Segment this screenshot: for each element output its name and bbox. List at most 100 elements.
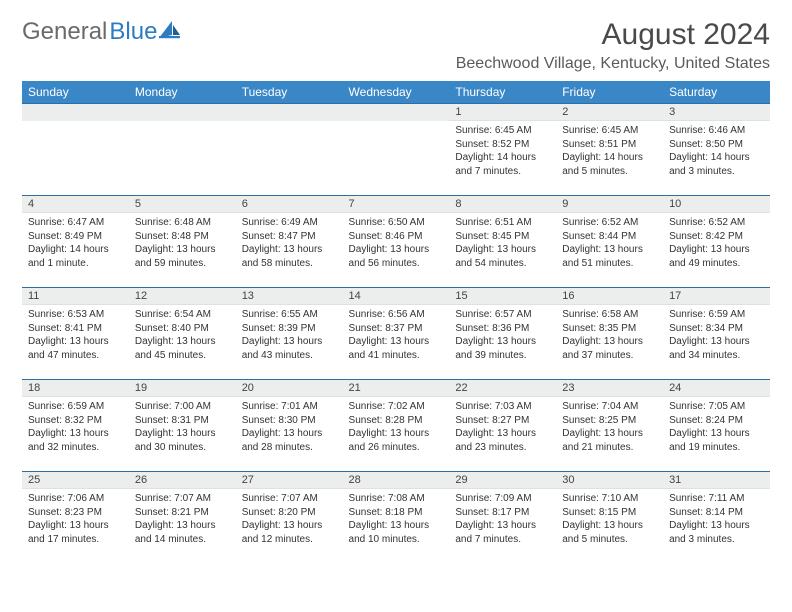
day-details: Sunrise: 6:57 AMSunset: 8:36 PMDaylight:… [449, 305, 556, 366]
day-details: Sunrise: 7:05 AMSunset: 8:24 PMDaylight:… [663, 397, 770, 458]
day-details: Sunrise: 7:01 AMSunset: 8:30 PMDaylight:… [236, 397, 343, 458]
sunset-text: Sunset: 8:30 PM [242, 414, 337, 428]
sunrise-text: Sunrise: 6:46 AM [669, 124, 764, 138]
logo-sail-icon [159, 21, 181, 39]
day-details: Sunrise: 7:00 AMSunset: 8:31 PMDaylight:… [129, 397, 236, 458]
sunrise-text: Sunrise: 7:07 AM [135, 492, 230, 506]
sunrise-text: Sunrise: 7:04 AM [562, 400, 657, 414]
day-details: Sunrise: 6:52 AMSunset: 8:42 PMDaylight:… [663, 213, 770, 274]
empty-daynum-bar [343, 104, 450, 121]
day-details: Sunrise: 6:50 AMSunset: 8:46 PMDaylight:… [343, 213, 450, 274]
sunset-text: Sunset: 8:52 PM [455, 138, 550, 152]
sunrise-text: Sunrise: 6:59 AM [28, 400, 123, 414]
calendar-day-cell: 26Sunrise: 7:07 AMSunset: 8:21 PMDayligh… [129, 472, 236, 564]
sunset-text: Sunset: 8:35 PM [562, 322, 657, 336]
day-details: Sunrise: 6:53 AMSunset: 8:41 PMDaylight:… [22, 305, 129, 366]
sunset-text: Sunset: 8:17 PM [455, 506, 550, 520]
sunset-text: Sunset: 8:41 PM [28, 322, 123, 336]
day-details: Sunrise: 6:51 AMSunset: 8:45 PMDaylight:… [449, 213, 556, 274]
sunrise-text: Sunrise: 7:09 AM [455, 492, 550, 506]
weekday-header: Monday [129, 81, 236, 104]
daylight-text: Daylight: 13 hours and 49 minutes. [669, 243, 764, 270]
calendar-day-cell: 8Sunrise: 6:51 AMSunset: 8:45 PMDaylight… [449, 196, 556, 288]
day-number: 2 [556, 104, 663, 121]
sunrise-text: Sunrise: 7:06 AM [28, 492, 123, 506]
daylight-text: Daylight: 13 hours and 58 minutes. [242, 243, 337, 270]
weekday-header: Wednesday [343, 81, 450, 104]
calendar-day-cell: 31Sunrise: 7:11 AMSunset: 8:14 PMDayligh… [663, 472, 770, 564]
calendar-day-cell: 30Sunrise: 7:10 AMSunset: 8:15 PMDayligh… [556, 472, 663, 564]
calendar-day-cell: 29Sunrise: 7:09 AMSunset: 8:17 PMDayligh… [449, 472, 556, 564]
day-details: Sunrise: 6:52 AMSunset: 8:44 PMDaylight:… [556, 213, 663, 274]
sunset-text: Sunset: 8:42 PM [669, 230, 764, 244]
day-number: 5 [129, 196, 236, 213]
location: Beechwood Village, Kentucky, United Stat… [456, 55, 770, 73]
day-details: Sunrise: 6:56 AMSunset: 8:37 PMDaylight:… [343, 305, 450, 366]
day-number: 23 [556, 380, 663, 397]
day-number: 4 [22, 196, 129, 213]
day-details: Sunrise: 6:59 AMSunset: 8:32 PMDaylight:… [22, 397, 129, 458]
daylight-text: Daylight: 13 hours and 45 minutes. [135, 335, 230, 362]
sunset-text: Sunset: 8:14 PM [669, 506, 764, 520]
header: GeneralBlue August 2024 Beechwood Villag… [22, 18, 770, 79]
sunset-text: Sunset: 8:31 PM [135, 414, 230, 428]
calendar-week-row: 11Sunrise: 6:53 AMSunset: 8:41 PMDayligh… [22, 288, 770, 380]
calendar-day-cell [236, 104, 343, 196]
calendar-week-row: 1Sunrise: 6:45 AMSunset: 8:52 PMDaylight… [22, 104, 770, 196]
calendar-day-cell: 27Sunrise: 7:07 AMSunset: 8:20 PMDayligh… [236, 472, 343, 564]
daylight-text: Daylight: 13 hours and 23 minutes. [455, 427, 550, 454]
day-number: 28 [343, 472, 450, 489]
calendar-day-cell: 6Sunrise: 6:49 AMSunset: 8:47 PMDaylight… [236, 196, 343, 288]
sunrise-text: Sunrise: 6:47 AM [28, 216, 123, 230]
weekday-header: Thursday [449, 81, 556, 104]
calendar-day-cell: 7Sunrise: 6:50 AMSunset: 8:46 PMDaylight… [343, 196, 450, 288]
day-details: Sunrise: 6:49 AMSunset: 8:47 PMDaylight:… [236, 213, 343, 274]
calendar-day-cell: 22Sunrise: 7:03 AMSunset: 8:27 PMDayligh… [449, 380, 556, 472]
sunset-text: Sunset: 8:39 PM [242, 322, 337, 336]
daylight-text: Daylight: 13 hours and 26 minutes. [349, 427, 444, 454]
day-number: 8 [449, 196, 556, 213]
sunset-text: Sunset: 8:18 PM [349, 506, 444, 520]
weekday-header-row: Sunday Monday Tuesday Wednesday Thursday… [22, 81, 770, 104]
day-number: 31 [663, 472, 770, 489]
sunrise-text: Sunrise: 7:00 AM [135, 400, 230, 414]
day-number: 18 [22, 380, 129, 397]
sunset-text: Sunset: 8:40 PM [135, 322, 230, 336]
sunrise-text: Sunrise: 7:02 AM [349, 400, 444, 414]
daylight-text: Daylight: 13 hours and 43 minutes. [242, 335, 337, 362]
sunset-text: Sunset: 8:49 PM [28, 230, 123, 244]
day-details: Sunrise: 7:07 AMSunset: 8:21 PMDaylight:… [129, 489, 236, 550]
weekday-header: Friday [556, 81, 663, 104]
day-details: Sunrise: 6:59 AMSunset: 8:34 PMDaylight:… [663, 305, 770, 366]
day-details: Sunrise: 6:54 AMSunset: 8:40 PMDaylight:… [129, 305, 236, 366]
day-details: Sunrise: 7:10 AMSunset: 8:15 PMDaylight:… [556, 489, 663, 550]
sunrise-text: Sunrise: 6:53 AM [28, 308, 123, 322]
sunrise-text: Sunrise: 6:51 AM [455, 216, 550, 230]
sunset-text: Sunset: 8:37 PM [349, 322, 444, 336]
calendar-week-row: 18Sunrise: 6:59 AMSunset: 8:32 PMDayligh… [22, 380, 770, 472]
sunrise-text: Sunrise: 6:58 AM [562, 308, 657, 322]
daylight-text: Daylight: 13 hours and 30 minutes. [135, 427, 230, 454]
day-number: 6 [236, 196, 343, 213]
day-number: 19 [129, 380, 236, 397]
calendar-day-cell: 4Sunrise: 6:47 AMSunset: 8:49 PMDaylight… [22, 196, 129, 288]
day-number: 9 [556, 196, 663, 213]
calendar-week-row: 25Sunrise: 7:06 AMSunset: 8:23 PMDayligh… [22, 472, 770, 564]
calendar-day-cell: 19Sunrise: 7:00 AMSunset: 8:31 PMDayligh… [129, 380, 236, 472]
weekday-header: Saturday [663, 81, 770, 104]
sunrise-text: Sunrise: 6:49 AM [242, 216, 337, 230]
sunrise-text: Sunrise: 7:01 AM [242, 400, 337, 414]
calendar-day-cell [343, 104, 450, 196]
sunset-text: Sunset: 8:51 PM [562, 138, 657, 152]
calendar-day-cell [129, 104, 236, 196]
sunset-text: Sunset: 8:24 PM [669, 414, 764, 428]
day-number: 14 [343, 288, 450, 305]
day-number: 26 [129, 472, 236, 489]
empty-daynum-bar [22, 104, 129, 121]
day-details: Sunrise: 6:58 AMSunset: 8:35 PMDaylight:… [556, 305, 663, 366]
daylight-text: Daylight: 13 hours and 7 minutes. [455, 519, 550, 546]
sunset-text: Sunset: 8:44 PM [562, 230, 657, 244]
daylight-text: Daylight: 13 hours and 56 minutes. [349, 243, 444, 270]
day-number: 10 [663, 196, 770, 213]
calendar-day-cell: 1Sunrise: 6:45 AMSunset: 8:52 PMDaylight… [449, 104, 556, 196]
